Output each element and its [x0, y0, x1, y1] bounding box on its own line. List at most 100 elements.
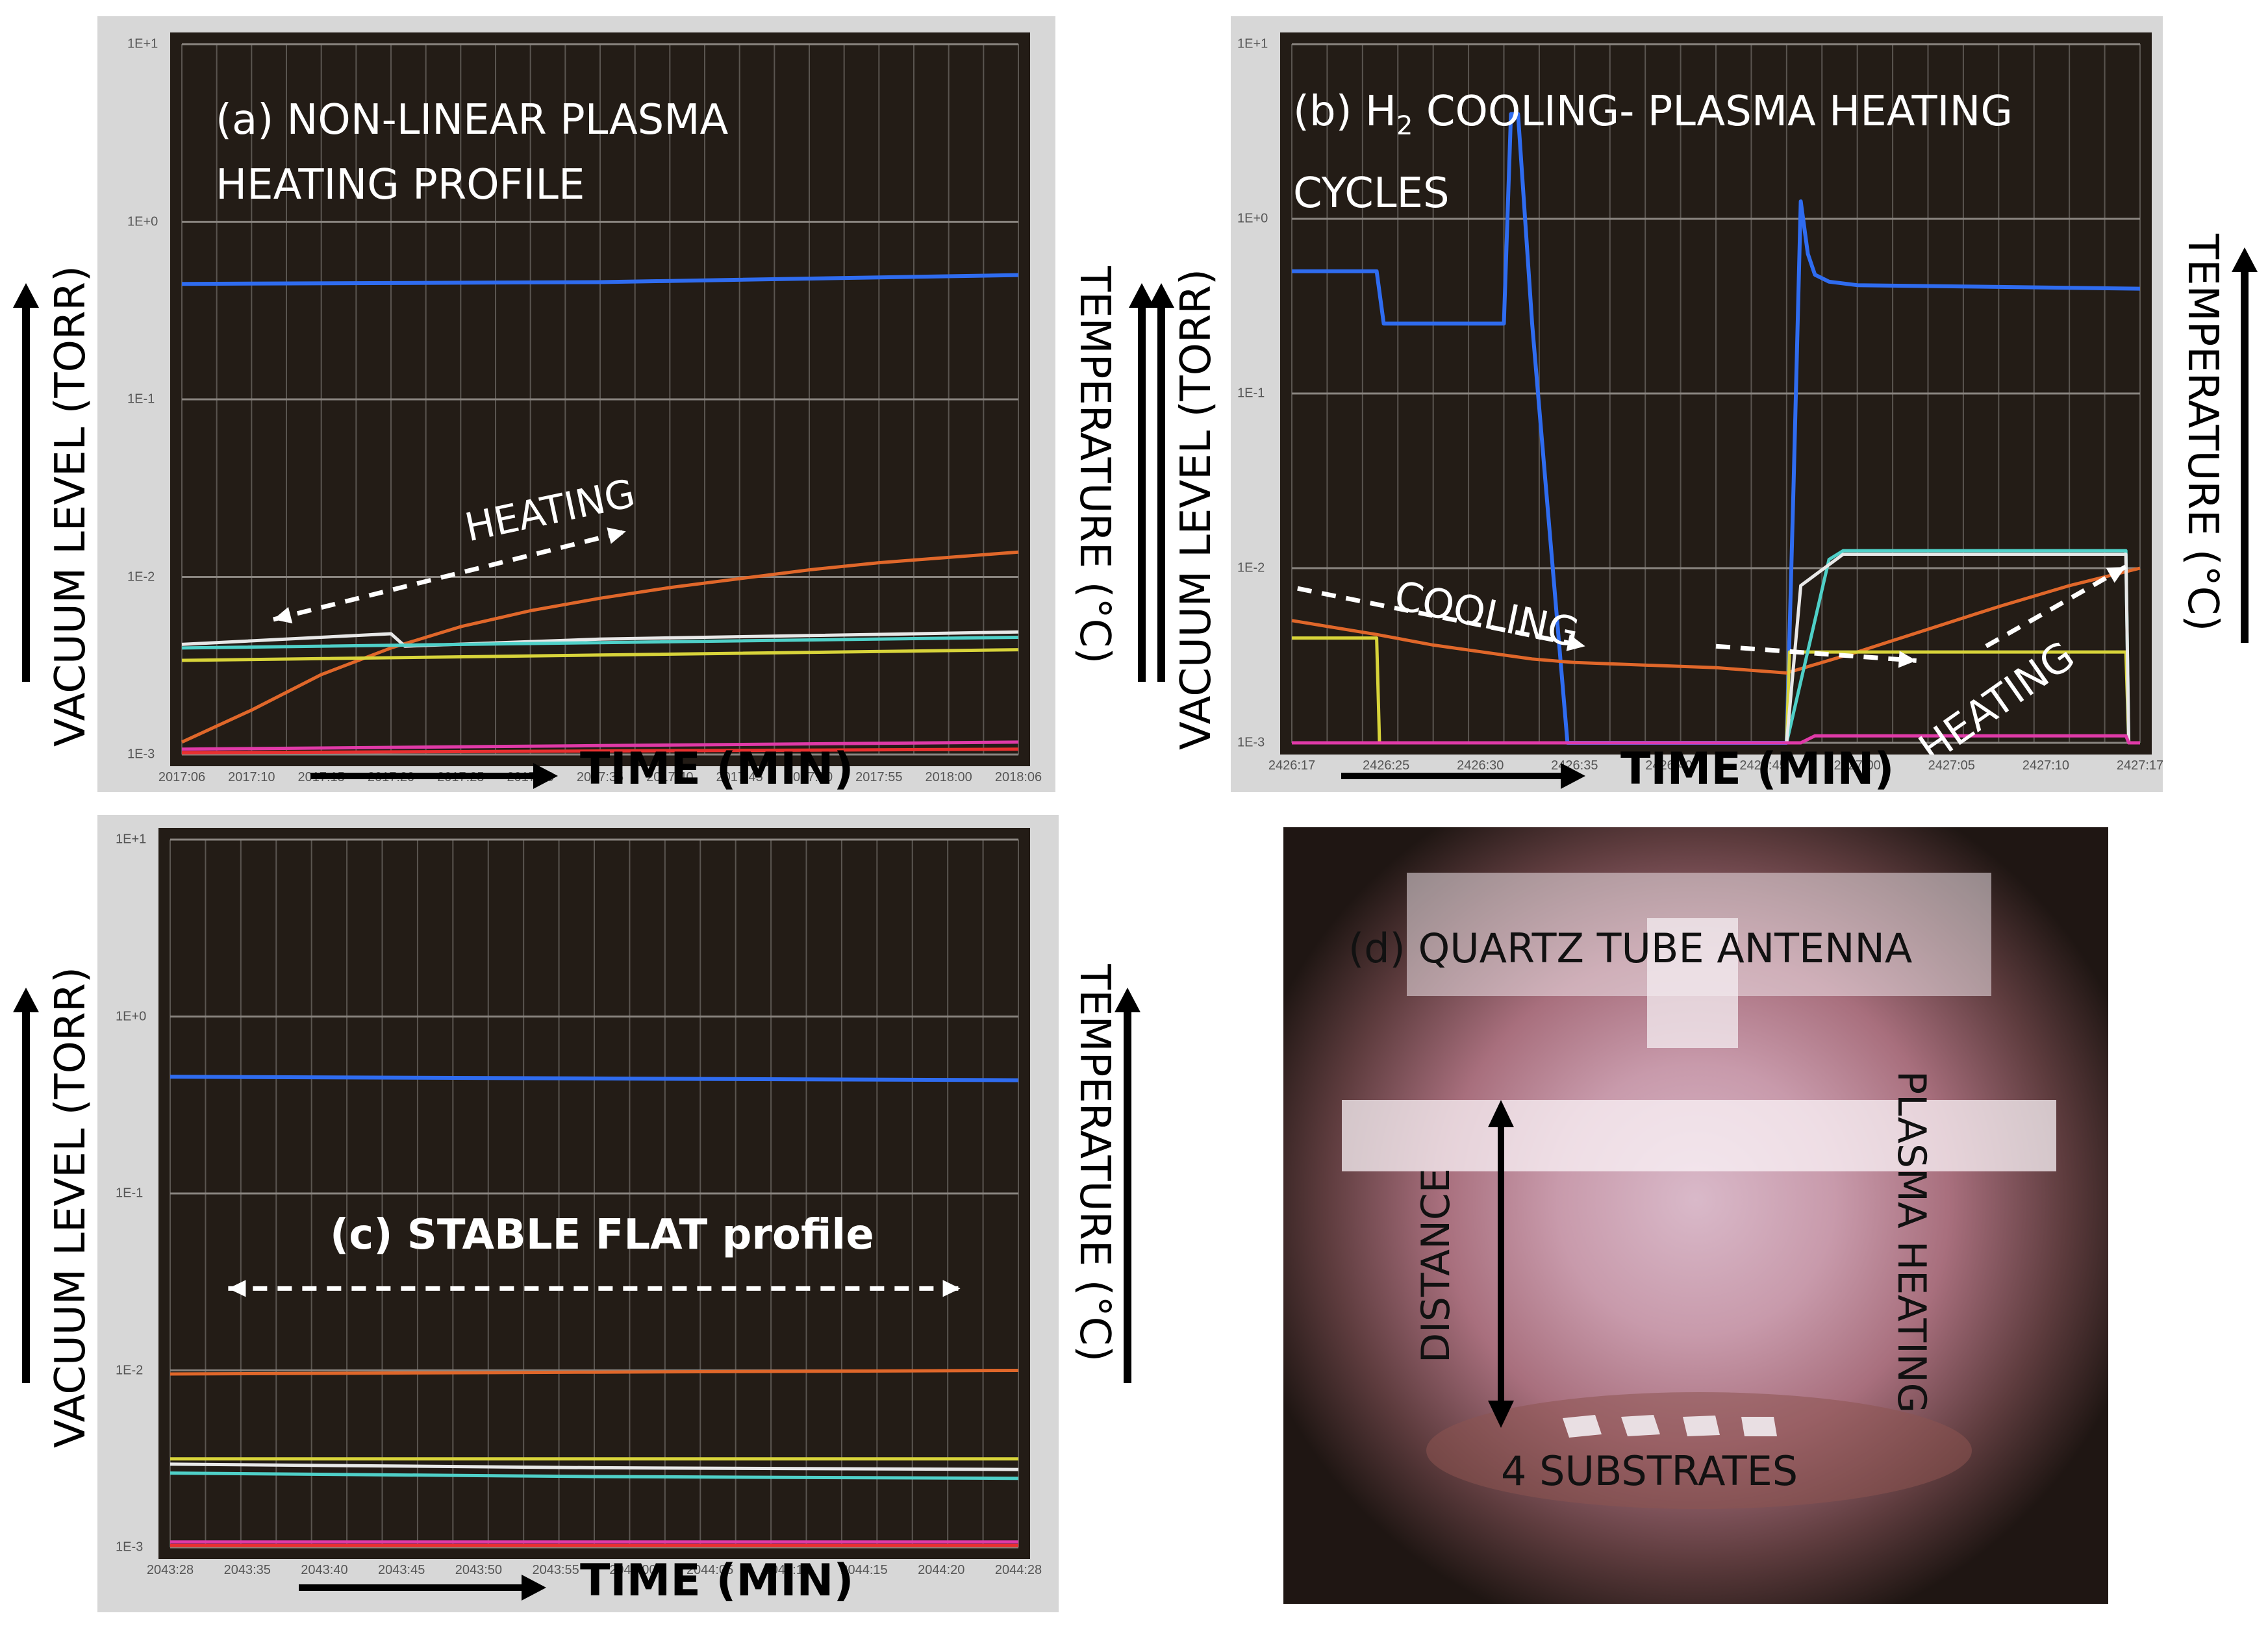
- series-line-pressure: [170, 1075, 1019, 1082]
- cooling-arrow-2-head: [1898, 651, 1917, 668]
- x-tick-label: 2017:45: [716, 770, 763, 784]
- x-tick-label: 2427:17: [2116, 758, 2164, 773]
- y-tick-label: 1E-2: [116, 1363, 144, 1377]
- x-tick-label: 2044:28: [994, 1563, 1042, 1577]
- x-tick-label: 2043:50: [455, 1563, 503, 1577]
- x-tick-label: 2427:10: [2022, 758, 2070, 773]
- panel-d-photo: (d) QUARTZ TUBE ANTENNA DISTANCE PLASMA …: [1283, 827, 2108, 1604]
- x-tick-label: 2017:35: [576, 770, 624, 784]
- y-tick-label: 1E-3: [116, 1540, 144, 1554]
- b-left-axis-label: VACUUM LEVEL (TORR): [1172, 269, 1220, 750]
- y-tick-label: 1E+0: [1237, 211, 1268, 226]
- y-tick-label: 1E-1: [1237, 386, 1265, 401]
- chamber-photo-graphic: [1342, 873, 2056, 1509]
- x-tick-label: 2018:00: [925, 770, 972, 784]
- chart-c-svg: [170, 838, 1019, 1549]
- x-tick-label: 2017:50: [785, 770, 833, 784]
- series-line-temperature: [1291, 566, 2141, 675]
- chart-b-svg: [1291, 43, 2141, 745]
- chart-b-title-line1: (b) H2 COOLING- PLASMA HEATING: [1293, 78, 2013, 160]
- x-tick-label: 2017:10: [228, 770, 275, 784]
- a-time-label: TIME (MIN): [580, 743, 854, 795]
- series-line-signal-cyan: [181, 636, 1019, 650]
- y-tick-label: 1E-1: [116, 1186, 144, 1201]
- x-tick-label: 2043:45: [378, 1563, 425, 1577]
- series-line-signal-yellow: [181, 648, 1019, 662]
- a-left-axis-arrow: [13, 283, 39, 682]
- substrate-2: [1621, 1415, 1660, 1436]
- x-tick-label: 2044:00: [609, 1563, 657, 1577]
- series-line-signal-magenta: [1292, 734, 2140, 745]
- x-tick-label: 2017:40: [646, 770, 694, 784]
- y-tick-label: 1E-3: [1237, 735, 1265, 750]
- chart-a-svg: [181, 43, 1019, 756]
- cooling-arrow-1-head: [1566, 634, 1585, 651]
- a-time-arrow: [310, 763, 558, 789]
- x-tick-label: 2043:28: [146, 1563, 194, 1577]
- y-tick-label: 1E-1: [127, 392, 155, 406]
- panel-a: (a) NON-LINEAR PLASMA HEATING PROFILE HE…: [97, 16, 1055, 792]
- series-line-signal-cyan: [170, 1471, 1019, 1480]
- a-right-axis-arrow-1: [1129, 283, 1155, 682]
- antenna-stem: [1647, 918, 1738, 1048]
- y-tick-label: 1E+0: [116, 1009, 147, 1023]
- plot-b: (b) H2 COOLING- PLASMA HEATING CYCLES CO…: [1280, 32, 2152, 755]
- x-tick-label: 2044:15: [840, 1563, 888, 1577]
- c-right-axis-arrow: [1115, 988, 1140, 1383]
- photo-title: (d) QUARTZ TUBE ANTENNA: [1348, 925, 1913, 972]
- substrate-stage: [1426, 1392, 1972, 1509]
- y-tick-label: 1E+1: [1237, 36, 1268, 51]
- b-right-axis-arrow: [2232, 247, 2258, 643]
- cooling-arrow-2: [1715, 643, 1917, 663]
- a-left-axis-label: VACUUM LEVEL (TORR): [47, 266, 95, 747]
- series-line-pressure: [181, 273, 1019, 286]
- chart-a-title-line1: (a) NON-LINEAR PLASMA: [216, 96, 729, 144]
- c-right-axis-label: TEMPERATURE (°C): [1070, 964, 1118, 1362]
- plot-c: (c) STABLE FLAT profile: [158, 828, 1030, 1559]
- y-tick-label: 1E-2: [127, 569, 155, 584]
- substrate-3: [1683, 1416, 1720, 1436]
- x-tick-label: 2426:25: [1362, 758, 1410, 773]
- a-right-axis-label: TEMPERATURE (°C): [1070, 266, 1118, 664]
- series-line-temperature: [181, 550, 1019, 744]
- x-tick-label: 2044:20: [918, 1563, 965, 1577]
- series-line-temperature: [170, 1369, 1019, 1376]
- chart-b-title-part2: COOLING- PLASMA HEATING: [1413, 88, 2013, 136]
- substrate-1: [1563, 1415, 1602, 1438]
- chart-c-title: (c) STABLE FLAT profile: [330, 1211, 874, 1259]
- x-tick-label: 2427:05: [1928, 758, 1975, 773]
- x-tick-label: 2426:40: [1645, 758, 1693, 773]
- c-left-axis-arrow: [13, 988, 39, 1383]
- plasma-glow: [1342, 1100, 2056, 1171]
- plot-a: (a) NON-LINEAR PLASMA HEATING PROFILE HE…: [170, 32, 1030, 766]
- x-tick-label: 2426:45: [1739, 758, 1787, 773]
- y-tick-label: 1E+1: [127, 36, 158, 51]
- chart-b-title-part1: (b) H: [1293, 88, 1397, 136]
- photo-distance-label: DISTANCE: [1413, 1168, 1459, 1363]
- x-tick-label: 2427:00: [1833, 758, 1881, 773]
- heating-arrow: [1985, 564, 2127, 649]
- series-line-signal-white: [170, 1462, 1019, 1471]
- panel-c: (c) STABLE FLAT profile 1E+1 1E+0 1E-1 1E-2…: [97, 815, 1059, 1612]
- photo-substrates-label: 4 SUBSTRATES: [1501, 1447, 1798, 1495]
- panel-b: (b) H2 COOLING- PLASMA HEATING CYCLES CO…: [1231, 16, 2163, 792]
- y-tick-label: 1E-3: [127, 747, 155, 762]
- x-tick-label: 2043:40: [301, 1563, 348, 1577]
- c-time-arrow: [299, 1575, 546, 1601]
- distance-arrow-head-bottom: [1488, 1401, 1514, 1428]
- series-line-signal-red: [181, 747, 1019, 755]
- distance-arrow-head-top: [1488, 1100, 1514, 1127]
- heating-span-arrow-head: [607, 527, 626, 544]
- y-tick-label: 1E-2: [1237, 560, 1265, 575]
- substrate-4: [1741, 1417, 1777, 1436]
- chart-b-title-subscript: 2: [1396, 110, 1413, 141]
- c-left-axis-label: VACUUM LEVEL (TORR): [47, 967, 95, 1448]
- x-tick-label: 2017:55: [855, 770, 903, 784]
- flat-span-arrow-head: [942, 1280, 961, 1297]
- b-time-label: TIME (MIN): [1620, 743, 1895, 795]
- chart-b-title: (b) H2 COOLING- PLASMA HEATING CYCLES: [1293, 78, 2013, 227]
- x-tick-label: 2044:10: [763, 1563, 811, 1577]
- x-tick-label: 2043:55: [532, 1563, 579, 1577]
- x-tick-label: 2043:35: [223, 1563, 271, 1577]
- b-right-axis-label: TEMPERATURE (°C): [2178, 234, 2226, 632]
